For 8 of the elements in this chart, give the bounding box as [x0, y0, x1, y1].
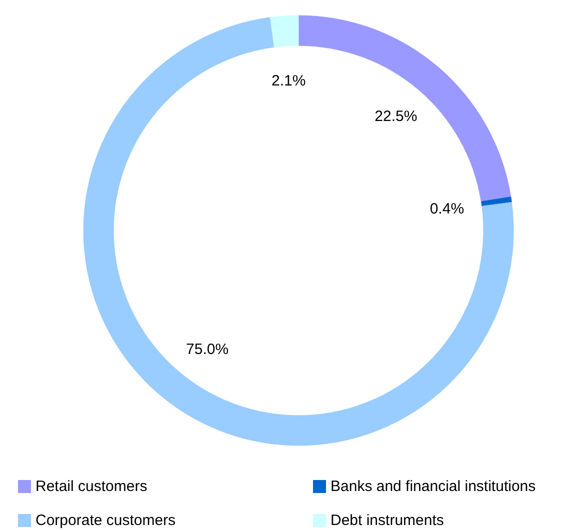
legend-label: Retail customers [36, 478, 148, 495]
data-label: 0.4% [430, 200, 464, 218]
legend-label: Debt instruments [330, 512, 444, 529]
data-label: 22.5% [374, 108, 418, 125]
data-label: 75.0% [186, 341, 229, 358]
legend-label: Corporate customers [36, 512, 176, 529]
legend-label: Banks and financial institutions [330, 478, 536, 495]
data-label: 2.1% [272, 72, 306, 90]
